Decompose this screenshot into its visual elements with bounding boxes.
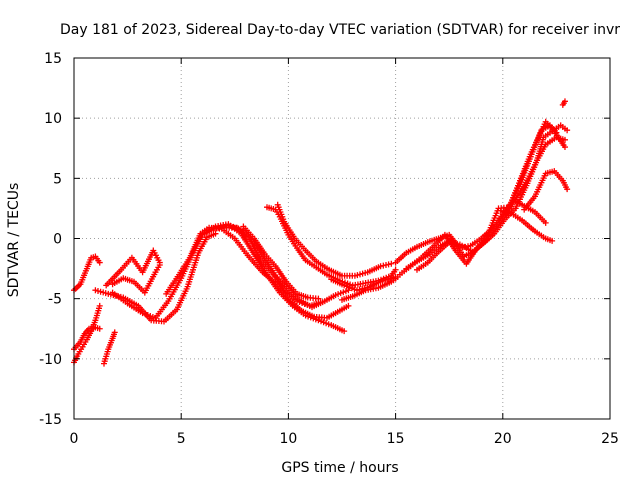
series-arc-1 — [71, 253, 103, 294]
data-point-markers — [328, 274, 399, 294]
x-tick-label: 0 — [70, 431, 79, 447]
series-arc-22 — [497, 207, 556, 244]
data-point-markers — [495, 118, 568, 224]
data-points — [71, 98, 571, 367]
y-tick-label: -15 — [39, 412, 62, 428]
x-tick-label: 20 — [494, 431, 512, 447]
data-point-markers — [414, 122, 571, 273]
data-point-markers — [240, 223, 322, 302]
series-arc-6 — [103, 247, 163, 289]
series-arc-20 — [414, 122, 571, 273]
data-point-markers — [339, 274, 401, 303]
data-point-markers — [274, 201, 395, 279]
x-tick-label: 25 — [601, 431, 619, 447]
chart-title: Day 181 of 2023, Sidereal Day-to-day VTE… — [60, 22, 620, 38]
x-tick-label: 15 — [387, 431, 405, 447]
series-arc-12 — [240, 223, 322, 302]
data-point-markers — [559, 98, 568, 108]
x-tick-label: 10 — [279, 431, 297, 447]
series-arc-14 — [274, 201, 395, 279]
y-tick-label: -10 — [39, 352, 62, 368]
series-arc-15 — [328, 274, 399, 294]
series-arc-11 — [221, 224, 352, 311]
y-tick-label: 10 — [44, 111, 62, 127]
series-arc-16 — [339, 274, 401, 303]
series-arc-5 — [109, 261, 163, 296]
data-point-markers — [521, 168, 571, 213]
data-point-markers — [497, 207, 556, 244]
grid-lines — [74, 58, 610, 419]
data-point-markers — [109, 261, 163, 296]
y-tick-label: -5 — [48, 292, 62, 308]
data-point-markers — [101, 329, 118, 367]
y-tick-label: 15 — [44, 51, 62, 67]
data-point-markers — [103, 247, 163, 289]
series-arc-23 — [521, 168, 571, 213]
series-arc-21 — [495, 118, 568, 224]
y-axis-label: SDTVAR / TECUs — [6, 183, 22, 298]
y-tick-label: 0 — [53, 232, 62, 248]
series-arc-24 — [559, 98, 568, 108]
x-axis-label: GPS time / hours — [281, 460, 398, 476]
data-point-markers — [221, 224, 352, 311]
x-tick-label: 5 — [177, 431, 186, 447]
series-arc-4 — [101, 329, 118, 367]
y-tick-label: 5 — [53, 171, 62, 187]
axis-ticks: 0 5 10 15 20 25 -15 -10 -5 0 5 10 15 — [39, 51, 619, 447]
data-point-markers — [71, 253, 103, 294]
